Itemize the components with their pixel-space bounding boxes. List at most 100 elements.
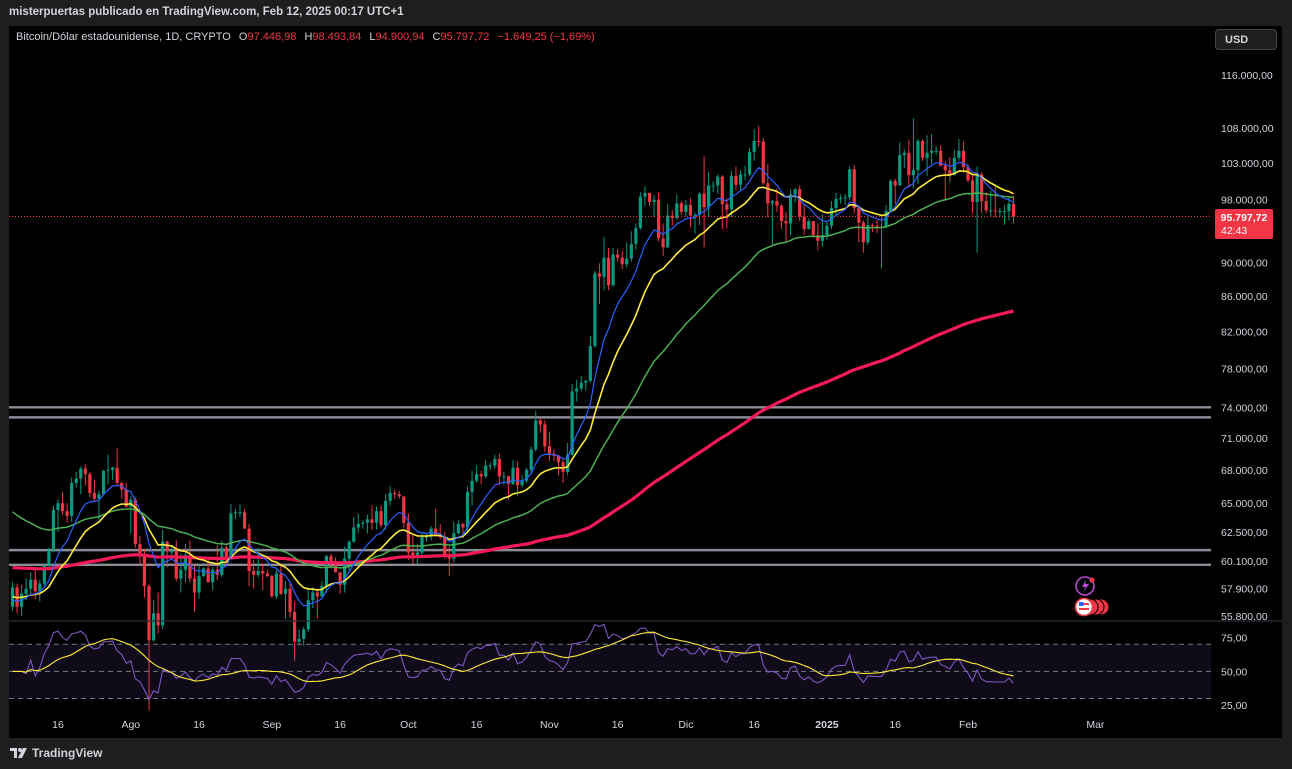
- candle-body[interactable]: [570, 391, 574, 455]
- candle-body[interactable]: [943, 165, 947, 171]
- candle-body[interactable]: [224, 547, 228, 558]
- candle-body[interactable]: [575, 388, 579, 392]
- candle-body[interactable]: [42, 566, 46, 584]
- candle-body[interactable]: [606, 257, 611, 286]
- candle-body[interactable]: [192, 578, 197, 593]
- candle-body[interactable]: [729, 175, 733, 210]
- candle-body[interactable]: [989, 210, 993, 212]
- candle-body[interactable]: [238, 512, 242, 514]
- candle-body[interactable]: [852, 169, 856, 209]
- candle-body[interactable]: [475, 474, 479, 481]
- candle-body[interactable]: [634, 228, 638, 244]
- candle-body[interactable]: [338, 572, 342, 585]
- candle-body[interactable]: [547, 446, 551, 454]
- candle-body[interactable]: [616, 254, 620, 258]
- candle-body[interactable]: [875, 225, 879, 227]
- candle-body[interactable]: [629, 243, 633, 259]
- candle-body[interactable]: [211, 569, 215, 583]
- candle-body[interactable]: [206, 568, 210, 583]
- candle-body[interactable]: [502, 476, 506, 478]
- candle-body[interactable]: [56, 503, 60, 511]
- candle-body[interactable]: [620, 257, 624, 265]
- candle-body[interactable]: [952, 157, 956, 176]
- candle-body[interactable]: [443, 536, 447, 555]
- candle-body[interactable]: [288, 588, 292, 613]
- candle-body[interactable]: [60, 503, 65, 512]
- candle-body[interactable]: [242, 512, 247, 529]
- candle-body[interactable]: [566, 454, 570, 473]
- candle-body[interactable]: [29, 579, 33, 589]
- candle-body[interactable]: [38, 583, 42, 592]
- candle-body[interactable]: [124, 489, 128, 507]
- candle-body[interactable]: [202, 568, 206, 577]
- candle-body[interactable]: [388, 493, 392, 501]
- candle-body[interactable]: [866, 224, 870, 243]
- candle-body[interactable]: [306, 600, 310, 630]
- candle-body[interactable]: [784, 221, 788, 224]
- candle-body[interactable]: [47, 550, 51, 567]
- candle-body[interactable]: [684, 204, 688, 212]
- candle-body[interactable]: [256, 571, 260, 575]
- candle-body[interactable]: [825, 225, 829, 236]
- candle-body[interactable]: [652, 199, 656, 202]
- candle-body[interactable]: [452, 533, 456, 559]
- candle-body[interactable]: [793, 189, 797, 195]
- ema-slow-line[interactable]: [12, 192, 1014, 569]
- candle-body[interactable]: [379, 511, 383, 526]
- candle-body[interactable]: [834, 198, 838, 209]
- candle-body[interactable]: [725, 204, 729, 210]
- candle-body[interactable]: [861, 222, 865, 243]
- candle-body[interactable]: [161, 541, 165, 626]
- candle-body[interactable]: [556, 455, 561, 463]
- candle-body[interactable]: [911, 170, 915, 176]
- candle-body[interactable]: [365, 519, 369, 523]
- candle-body[interactable]: [374, 511, 379, 523]
- candle-body[interactable]: [101, 470, 106, 495]
- candle-body[interactable]: [315, 592, 319, 597]
- candle-body[interactable]: [534, 420, 538, 450]
- candle-body[interactable]: [934, 150, 938, 152]
- candle-body[interactable]: [738, 174, 743, 185]
- candle-body[interactable]: [265, 573, 269, 577]
- candle-body[interactable]: [520, 480, 524, 486]
- event-icons[interactable]: [1074, 576, 1110, 617]
- candle-body[interactable]: [170, 551, 174, 553]
- candle-body[interactable]: [515, 467, 520, 486]
- candle-body[interactable]: [151, 613, 156, 641]
- candle-body[interactable]: [907, 152, 911, 176]
- candle-body[interactable]: [497, 459, 501, 477]
- candle-body[interactable]: [174, 551, 178, 579]
- candle-body[interactable]: [693, 214, 697, 216]
- candle-body[interactable]: [488, 465, 492, 467]
- chart-frame[interactable]: [9, 26, 1282, 738]
- us-flag-event-icon[interactable]: [1074, 597, 1094, 617]
- candle-body[interactable]: [993, 210, 997, 212]
- candle-body[interactable]: [297, 638, 301, 642]
- candle-body[interactable]: [311, 592, 315, 601]
- candle-body[interactable]: [593, 273, 597, 346]
- candle-body[interactable]: [743, 174, 747, 176]
- candle-body[interactable]: [188, 554, 192, 579]
- candle-body[interactable]: [757, 140, 761, 142]
- candle-body[interactable]: [611, 254, 615, 286]
- candle-body[interactable]: [165, 541, 169, 552]
- candle-body[interactable]: [484, 465, 488, 477]
- candle-body[interactable]: [51, 510, 56, 551]
- candle-body[interactable]: [588, 345, 592, 381]
- candle-body[interactable]: [142, 553, 147, 587]
- candle-body[interactable]: [870, 224, 875, 226]
- candle-body[interactable]: [902, 152, 906, 156]
- candle-body[interactable]: [506, 476, 511, 485]
- candle-body[interactable]: [352, 527, 356, 542]
- candle-body[interactable]: [283, 588, 288, 594]
- candle-body[interactable]: [966, 167, 970, 181]
- candle-body[interactable]: [393, 493, 397, 495]
- candle-body[interactable]: [820, 235, 824, 241]
- candle-body[interactable]: [970, 180, 975, 202]
- candle-body[interactable]: [720, 176, 724, 205]
- candle-body[interactable]: [370, 519, 374, 523]
- candle-body[interactable]: [138, 544, 142, 554]
- candle-body[interactable]: [252, 571, 256, 575]
- rsi-ma-line[interactable]: [12, 631, 1014, 683]
- candle-body[interactable]: [584, 380, 588, 383]
